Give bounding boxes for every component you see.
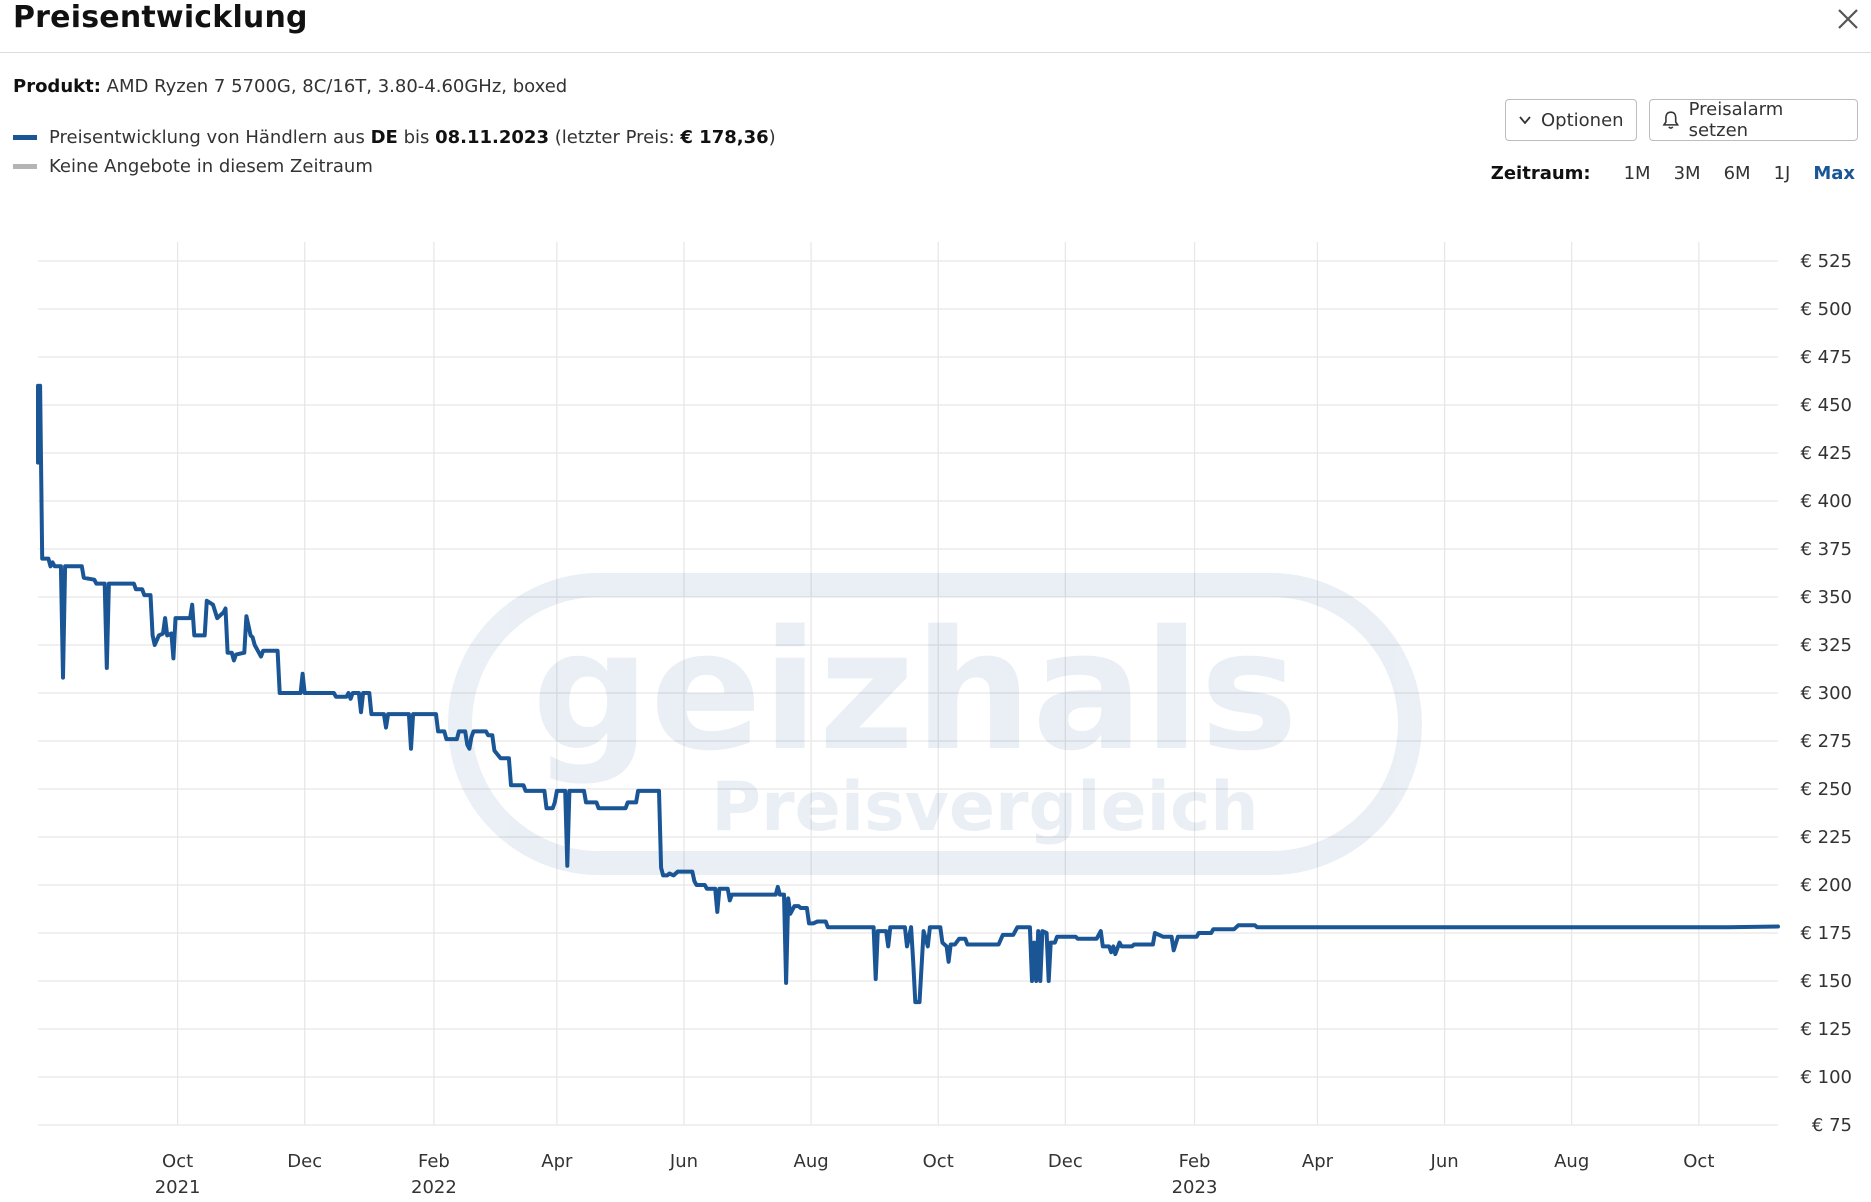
- x-tick-label: Feb: [1179, 1151, 1211, 1172]
- time-range-6m[interactable]: 6M: [1723, 163, 1751, 184]
- x-tick-year-label: 2022: [411, 1177, 457, 1198]
- y-tick-label: € 450: [1800, 395, 1852, 416]
- time-range-label: Zeitraum:: [1490, 163, 1591, 184]
- x-tick-label: Oct: [162, 1151, 193, 1172]
- legend-last-price-suffix: ): [768, 127, 776, 148]
- close-icon: [1838, 9, 1858, 29]
- time-range-max[interactable]: Max: [1813, 163, 1855, 184]
- time-range-3m[interactable]: 3M: [1673, 163, 1701, 184]
- x-tick-label: Jun: [669, 1151, 698, 1172]
- y-tick-label: € 350: [1800, 587, 1852, 608]
- x-tick-label: Dec: [1048, 1151, 1083, 1172]
- legend-swatch-no-offers: [13, 164, 37, 169]
- y-tick-label: € 75: [1812, 1115, 1852, 1136]
- legend-item-no-offers: Keine Angebote in diesem Zeitraum: [13, 152, 776, 181]
- product-label: Produkt:: [13, 76, 101, 97]
- legend-swatch-price: [13, 135, 37, 140]
- y-tick-label: € 250: [1800, 779, 1852, 800]
- legend-bis: bis: [403, 127, 430, 148]
- x-tick-label: Feb: [418, 1151, 450, 1172]
- y-tick-label: € 300: [1800, 683, 1852, 704]
- x-tick-label: Apr: [541, 1151, 573, 1172]
- legend-date: 08.11.2023: [435, 127, 549, 148]
- legend-last-price: € 178,36: [680, 127, 769, 148]
- price-alarm-button[interactable]: Preisalarm setzen: [1649, 99, 1858, 141]
- modal-header: Preisentwicklung: [0, 0, 1871, 53]
- y-tick-label: € 275: [1800, 731, 1852, 752]
- y-tick-label: € 525: [1800, 251, 1852, 272]
- y-tick-label: € 400: [1800, 491, 1852, 512]
- y-tick-label: € 375: [1800, 539, 1852, 560]
- x-tick-year-label: 2021: [155, 1177, 201, 1198]
- y-tick-label: € 100: [1800, 1067, 1852, 1088]
- x-tick-label: Apr: [1302, 1151, 1334, 1172]
- legend-no-offers-text: Keine Angebote in diesem Zeitraum: [49, 156, 373, 177]
- y-tick-label: € 475: [1800, 347, 1852, 368]
- x-tick-label: Oct: [923, 1151, 954, 1172]
- x-tick-label: Dec: [287, 1151, 322, 1172]
- chart-series: [36, 383, 1780, 1005]
- watermark-main: geizhals: [532, 595, 1298, 787]
- x-tick-label: Oct: [1683, 1151, 1714, 1172]
- x-tick-label: Jun: [1430, 1151, 1459, 1172]
- x-tick-year-label: 2023: [1172, 1177, 1218, 1198]
- y-tick-label: € 150: [1800, 971, 1852, 992]
- legend-last-price-prefix: (letzter Preis:: [554, 127, 675, 148]
- legend-item-price: Preisentwicklung von Händlern aus DE bis…: [13, 123, 776, 152]
- chevron-down-icon: [1519, 116, 1531, 125]
- time-range-selector: Zeitraum: 1M 3M 6M 1J Max: [1491, 163, 1855, 184]
- price-chart: geizhals Preisvergleich € 75€ 100€ 125€ …: [36, 242, 1852, 1198]
- product-info: Produkt: AMD Ryzen 7 5700G, 8C/16T, 3.80…: [13, 76, 567, 97]
- options-label: Optionen: [1541, 109, 1624, 131]
- y-tick-label: € 425: [1800, 443, 1852, 464]
- x-tick-label: Aug: [1554, 1151, 1589, 1172]
- price-series-line: [36, 383, 1780, 1005]
- page-title: Preisentwicklung: [13, 0, 308, 35]
- y-tick-label: € 125: [1800, 1019, 1852, 1040]
- y-tick-label: € 175: [1800, 923, 1852, 944]
- close-button[interactable]: [1833, 4, 1863, 34]
- bell-icon: [1662, 111, 1680, 129]
- time-range-1m[interactable]: 1M: [1623, 163, 1651, 184]
- time-range-1j[interactable]: 1J: [1773, 163, 1791, 184]
- y-tick-label: € 200: [1800, 875, 1852, 896]
- price-alarm-label: Preisalarm setzen: [1688, 99, 1784, 141]
- y-tick-label: € 325: [1800, 635, 1852, 656]
- legend-country: DE: [370, 127, 398, 148]
- x-tick-label: Aug: [794, 1151, 829, 1172]
- watermark-sub: Preisvergleich: [711, 768, 1258, 847]
- options-button[interactable]: Optionen: [1505, 99, 1637, 141]
- legend-text-prefix: Preisentwicklung von Händlern aus: [49, 127, 365, 148]
- watermark-logo: geizhals Preisvergleich: [448, 573, 1422, 875]
- chart-legend: Preisentwicklung von Händlern aus DE bis…: [13, 123, 776, 181]
- y-tick-label: € 500: [1800, 299, 1852, 320]
- chart-axes: € 75 € 100 € 125 € 150 € 175 € 200 € 225 € 250 €…: [155, 251, 1852, 1198]
- y-tick-label: € 225: [1800, 827, 1852, 848]
- product-name: AMD Ryzen 7 5700G, 8C/16T, 3.80-4.60GHz,…: [106, 76, 568, 97]
